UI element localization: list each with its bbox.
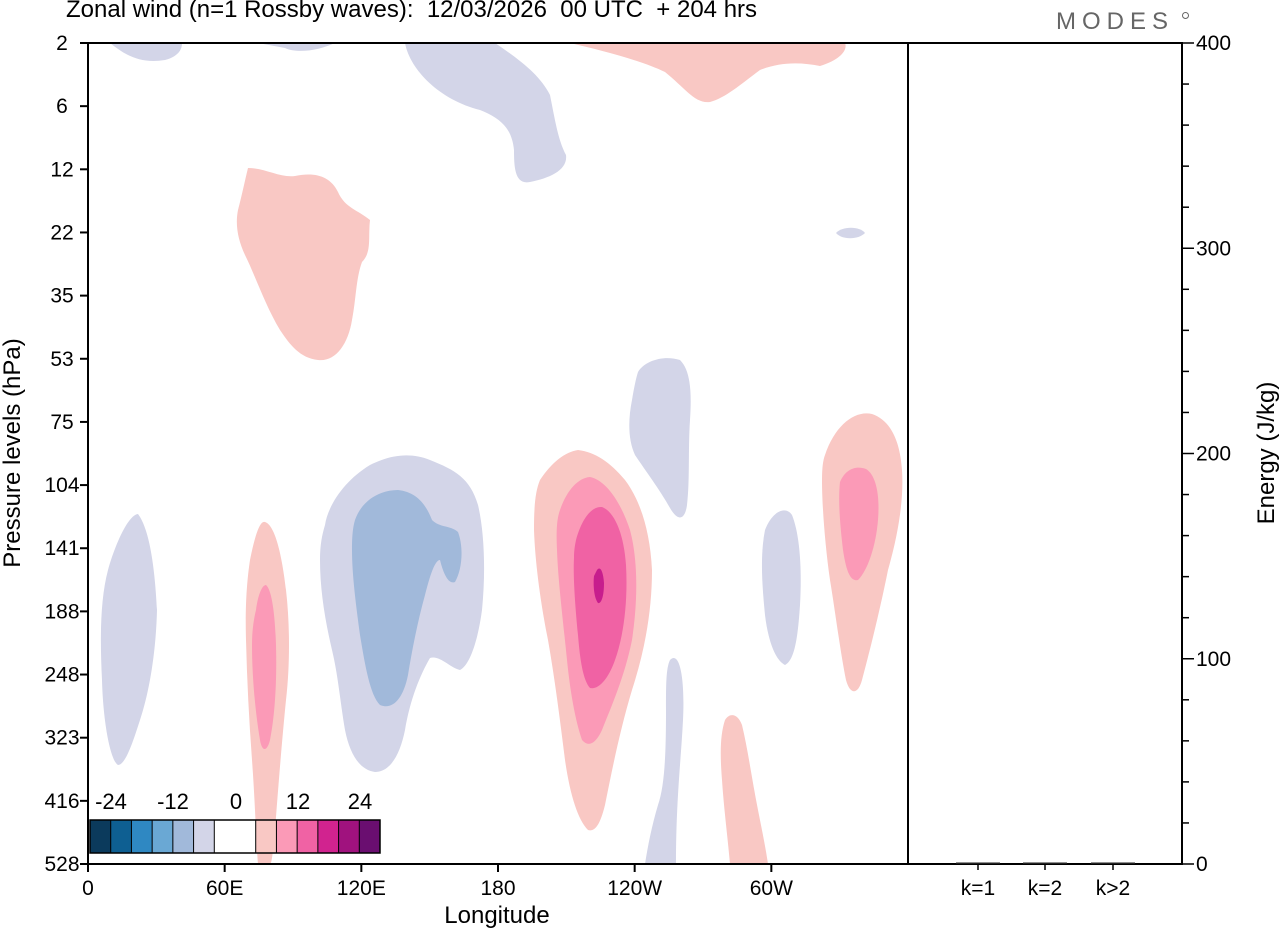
- negative-contour-region: [836, 227, 865, 239]
- y-tick-label: 53: [50, 348, 73, 371]
- x-axis-title: Longitude: [444, 902, 549, 929]
- energy-tick-label: 400: [1196, 32, 1231, 55]
- energy-bars: k=1 k=2 k>2: [956, 862, 1135, 900]
- negative-contour-region: [258, 43, 335, 51]
- registered-mark-icon: [1182, 12, 1189, 19]
- x-tick-label: 0: [82, 877, 94, 900]
- negative-contour-region: [352, 490, 462, 707]
- colorbar-swatch: [317, 820, 339, 853]
- colorbar-label: 24: [348, 789, 372, 814]
- energy-tick-label: 0: [1196, 853, 1208, 876]
- colorbar-swatch: [214, 820, 235, 853]
- positive-contour-region: [839, 467, 879, 581]
- longitude-axis: 0 60E 120E 180 120W 60W: [82, 864, 793, 900]
- negative-contour-region: [645, 658, 684, 864]
- y-tick-label: 104: [44, 474, 79, 497]
- x-tick-label: 120E: [337, 877, 386, 900]
- x-tick-label: 60E: [206, 877, 243, 900]
- energy-category-label: k>2: [1096, 877, 1130, 900]
- y-tick-label: 141: [44, 537, 79, 560]
- contour-field: [100, 43, 903, 864]
- colorbar-label: 0: [230, 789, 242, 814]
- positive-contour-region: [593, 568, 604, 604]
- y-tick-label: 323: [44, 727, 79, 750]
- y-axis-title: Pressure levels (hPa): [0, 338, 26, 567]
- colorbar-swatch: [235, 820, 256, 853]
- x-tick-label: 60W: [750, 877, 793, 900]
- y-tick-label: 35: [50, 285, 73, 308]
- energy-category-label: k=1: [961, 877, 995, 900]
- y-tick-label: 188: [44, 600, 79, 623]
- energy-tick-label: 200: [1196, 443, 1231, 466]
- energy-bar: [1091, 862, 1135, 864]
- energy-tick-label: 100: [1196, 648, 1231, 671]
- colorbar-swatch: [131, 820, 153, 853]
- colorbar-swatch: [338, 820, 360, 853]
- x-tick-label: 120W: [607, 877, 662, 900]
- y-tick-label: 12: [50, 158, 73, 181]
- colorbar-swatch: [359, 820, 380, 853]
- y-tick-label: 2: [56, 32, 68, 55]
- energy-bar: [956, 862, 1000, 864]
- brand-logo: MODES: [1056, 8, 1175, 35]
- x-tick-label: 180: [480, 877, 515, 900]
- energy-category-label: k=2: [1028, 877, 1062, 900]
- positive-contour-region: [252, 585, 277, 749]
- colorbar-swatch: [193, 820, 215, 853]
- y-tick-label: 248: [44, 664, 79, 687]
- colorbar-frame: [89, 819, 381, 854]
- colorbar-swatch: [152, 820, 173, 853]
- colorbar-swatch: [255, 820, 277, 853]
- y-tick-label: 22: [50, 221, 73, 244]
- negative-contour-region: [405, 43, 567, 183]
- positive-contour-region: [720, 715, 768, 864]
- positive-contour-region: [570, 43, 846, 103]
- positive-contour-region: [236, 168, 370, 361]
- colorbar-swatch: [276, 820, 298, 853]
- y-tick-label: 6: [56, 95, 68, 118]
- colorbar-label: -24: [95, 789, 127, 814]
- energy-plot-frame: [907, 42, 1183, 865]
- negative-contour-region: [629, 358, 691, 518]
- colorbar-swatch: [90, 820, 111, 853]
- colorbar-label: 12: [286, 789, 310, 814]
- y-tick-label: 75: [50, 411, 73, 434]
- colorbar-swatch: [110, 820, 132, 853]
- energy-axis-title: Energy (J/kg): [1253, 382, 1280, 525]
- colorbar: -24 -12 0 12 24: [89, 789, 381, 854]
- y-tick-label: 528: [44, 853, 79, 876]
- negative-contour-region: [110, 43, 182, 61]
- colorbar-label: -12: [157, 789, 189, 814]
- pressure-axis: 2 6 12 22 35 53 75 104 141 188 248 323 416 528: [44, 32, 88, 876]
- energy-axis: 0 100 200 300 400: [1182, 32, 1231, 876]
- colorbar-swatch: [297, 820, 318, 853]
- energy-tick-label: 300: [1196, 237, 1231, 260]
- energy-bar: [1023, 862, 1067, 864]
- main-plot-frame: [87, 42, 909, 865]
- colorbar-swatch: [172, 820, 194, 853]
- y-tick-label: 416: [44, 790, 79, 813]
- negative-contour-region: [761, 510, 801, 665]
- negative-contour-region: [100, 514, 157, 765]
- chart-title: Zonal wind (n=1 Rossby waves): 12/03/202…: [66, 0, 758, 23]
